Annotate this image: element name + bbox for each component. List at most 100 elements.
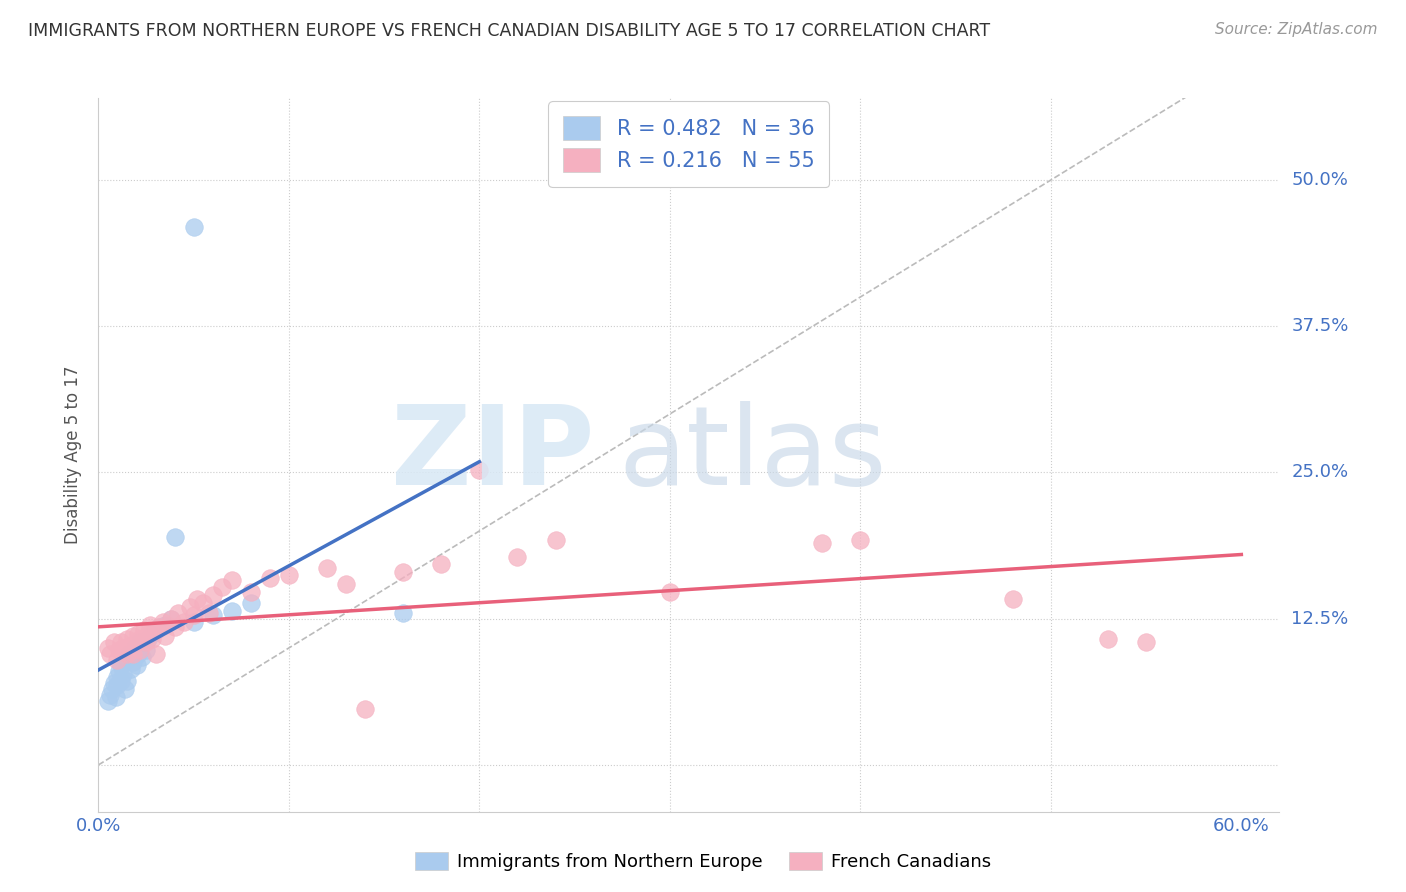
Point [148, 620, 170, 634]
Point [110, 673, 132, 688]
Point [104, 690, 127, 704]
Point [211, 580, 233, 594]
Point [135, 635, 157, 649]
Point [1135, 635, 1157, 649]
Point [183, 219, 205, 234]
Point [183, 615, 205, 630]
Point [392, 606, 415, 620]
Point [544, 533, 567, 548]
Point [316, 561, 339, 575]
Point [153, 629, 176, 643]
Point [98, 688, 121, 702]
Legend: Immigrants from Northern Europe, French Canadians: Immigrants from Northern Europe, French … [408, 845, 998, 879]
Point [239, 597, 262, 611]
Point [124, 640, 146, 655]
Point [139, 617, 162, 632]
Text: ZIP: ZIP [391, 401, 595, 508]
Point [193, 597, 215, 611]
Point [107, 670, 129, 684]
Point [335, 576, 357, 591]
Point [153, 617, 176, 632]
Text: 25.0%: 25.0% [1291, 464, 1348, 482]
Point [186, 591, 208, 606]
Point [259, 571, 281, 585]
Point [97, 693, 120, 707]
Point [118, 647, 141, 661]
Point [145, 624, 167, 638]
Text: 12.5%: 12.5% [1291, 610, 1348, 628]
Point [100, 681, 122, 696]
Point [110, 635, 132, 649]
Point [201, 608, 224, 623]
Point [354, 702, 377, 716]
Point [127, 627, 149, 641]
Point [115, 673, 138, 688]
Text: atlas: atlas [619, 401, 887, 508]
Point [277, 568, 299, 582]
Point [159, 612, 181, 626]
Point [221, 603, 243, 617]
Point [658, 584, 681, 599]
Point [129, 643, 152, 657]
Point [506, 549, 529, 564]
Point [131, 650, 153, 665]
Point [163, 620, 186, 634]
Point [121, 647, 143, 661]
Point [115, 653, 138, 667]
Point [811, 535, 834, 549]
Point [167, 606, 190, 620]
Point [468, 463, 491, 477]
Point [125, 635, 148, 649]
Point [152, 615, 174, 630]
Point [129, 635, 152, 649]
Point [1001, 591, 1024, 606]
Point [145, 647, 167, 661]
Point [120, 662, 142, 676]
Point [136, 632, 159, 646]
Point [121, 655, 143, 669]
Point [145, 624, 167, 638]
Point [135, 643, 157, 657]
Point [114, 681, 136, 696]
Point [430, 557, 453, 571]
Text: IMMIGRANTS FROM NORTHERN EUROPE VS FRENCH CANADIAN DISABILITY AGE 5 TO 17 CORREL: IMMIGRANTS FROM NORTHERN EUROPE VS FRENC… [28, 22, 990, 40]
Point [849, 533, 872, 548]
Point [115, 632, 138, 646]
Point [148, 620, 170, 634]
Point [98, 647, 121, 661]
Point [107, 653, 129, 667]
Point [121, 629, 143, 643]
Point [392, 565, 415, 579]
Point [239, 584, 262, 599]
Point [127, 647, 149, 661]
Point [108, 665, 131, 679]
Point [179, 599, 201, 614]
Point [115, 647, 138, 661]
Point [103, 635, 125, 649]
Point [125, 658, 148, 673]
Point [159, 612, 181, 626]
Point [118, 639, 141, 653]
Point [110, 658, 132, 673]
Point [108, 643, 131, 657]
Point [97, 640, 120, 655]
Point [107, 678, 129, 692]
Point [183, 608, 205, 623]
Point [173, 615, 195, 630]
Point [136, 627, 159, 641]
Text: 37.5%: 37.5% [1291, 318, 1348, 335]
Legend: R = 0.482   N = 36, R = 0.216   N = 55: R = 0.482 N = 36, R = 0.216 N = 55 [548, 102, 830, 187]
Y-axis label: Disability Age 5 to 17: Disability Age 5 to 17 [65, 366, 83, 544]
Point [112, 666, 135, 681]
Point [221, 573, 243, 587]
Point [141, 627, 163, 641]
Text: Source: ZipAtlas.com: Source: ZipAtlas.com [1215, 22, 1378, 37]
Point [129, 632, 152, 646]
Point [112, 640, 135, 655]
Point [198, 606, 221, 620]
Point [141, 632, 163, 646]
Point [163, 530, 186, 544]
Text: 50.0%: 50.0% [1291, 171, 1348, 189]
Point [1097, 632, 1119, 646]
Point [134, 624, 156, 638]
